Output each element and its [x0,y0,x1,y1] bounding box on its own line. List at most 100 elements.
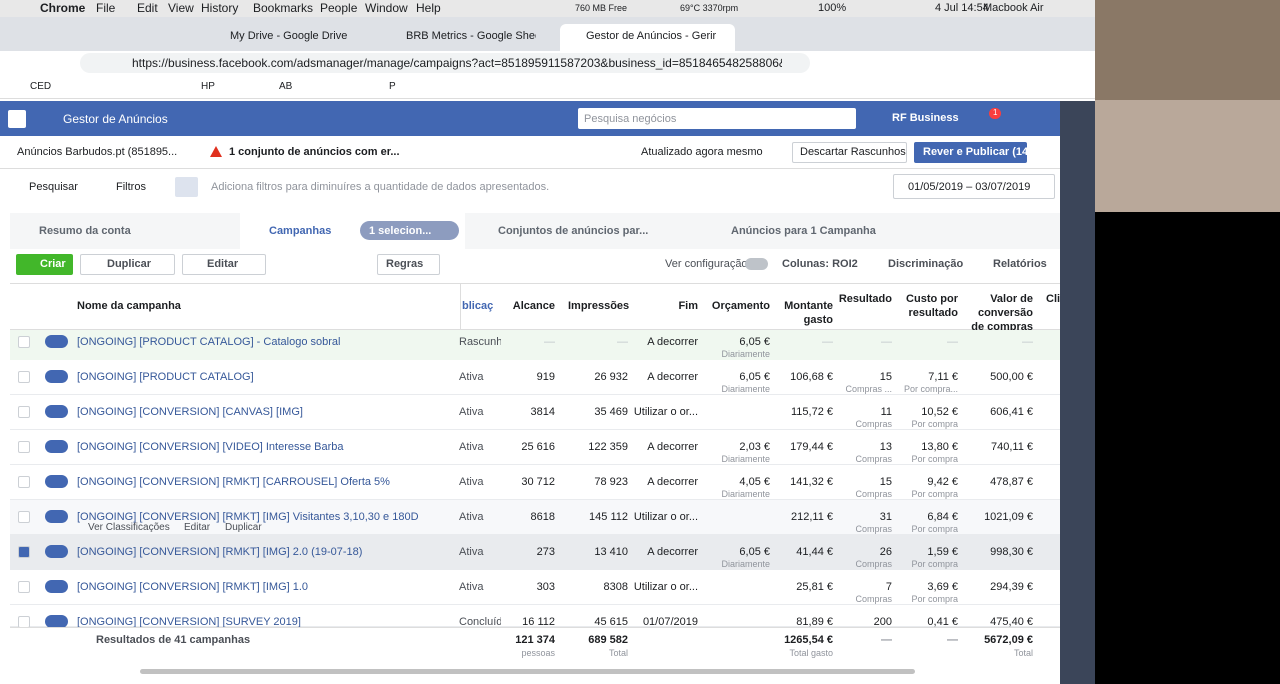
row-checkbox[interactable] [18,476,30,488]
business-name[interactable]: RF Business [892,112,959,124]
search-box[interactable] [578,108,856,129]
toggle-off[interactable] [745,258,768,270]
table-row[interactable] [10,330,1060,365]
cell-spent: 212,11 € [790,511,833,523]
cell-note: Compras [855,594,892,604]
campaign-name[interactable]: [ONGOING] [CONVERSION] [RMKT] [IMG] 1.0 [77,581,309,593]
campaign-name[interactable]: [ONGOING] [PRODUCT CATALOG] - Catalogo s… [77,336,341,348]
menu-item[interactable]: Bookmarks [253,1,314,15]
table-row[interactable] [10,360,1060,395]
table-row[interactable] [10,430,1060,465]
campaign-name[interactable]: [ONGOING] [CONVERSION] [VIDEO] Interesse… [77,441,344,453]
bookmark[interactable]: P [389,81,396,92]
menu-item[interactable]: History [201,1,239,15]
hover-action[interactable]: Ver Classificações [88,522,170,533]
selection-pill[interactable] [360,221,459,240]
row-checkbox[interactable] [18,581,30,593]
account-select[interactable]: Anúncios Barbudos.pt (851895... [17,146,178,158]
discard-btn[interactable] [792,142,907,163]
row-toggle[interactable] [45,615,68,628]
tab[interactable] [560,24,735,51]
row-toggle[interactable] [45,440,68,453]
duplicate-label: Duplicar [107,258,152,270]
menu-item[interactable]: Edit [137,1,158,15]
table-row[interactable] [10,395,1060,430]
publish-btn[interactable] [914,142,1027,163]
cell-value: 606,41 € [990,406,1033,418]
cell-spent: 141,32 € [790,476,833,488]
table-row[interactable] [10,500,1060,535]
cell-spent: 106,68 € [790,371,833,383]
menu-item[interactable]: People [320,1,358,15]
campaign-name[interactable]: [ONGOING] [PRODUCT CATALOG] [77,371,254,383]
notif-badge [989,108,1001,119]
footer-value: 5672,09 € [984,634,1033,646]
cell-result: — [881,336,892,348]
row-toggle[interactable] [45,405,68,418]
cell-reach: 273 [536,546,555,558]
filters-btn[interactable]: Filtros [116,181,146,193]
cell-cost: 0,41 € [927,616,958,628]
columns-btn[interactable]: Colunas: ROI2 [782,258,858,270]
campaign-name[interactable]: [ONGOING] [CONVERSION] [SURVEY 2019] [77,616,301,628]
nav-tab[interactable]: Anúncios para 1 Campanha [731,225,876,237]
hover-action[interactable]: Duplicar [225,522,262,533]
menu-item[interactable]: File [96,1,116,15]
table-row[interactable] [10,465,1060,500]
reports-btn[interactable]: Relatórios [993,258,1047,270]
hover-action[interactable]: Editar [184,522,211,533]
nav-tab[interactable]: Resumo da conta [39,225,131,237]
cell-cost: 1,59 € [927,546,958,558]
row-toggle[interactable] [45,370,68,383]
table-row[interactable] [10,570,1060,605]
row-toggle[interactable] [45,335,68,348]
row-checkbox[interactable] [18,371,30,383]
date-range: 01/05/2019 – 03/07/2019 [908,181,1031,193]
cell-impressions: 35 469 [594,406,628,418]
edit-btn[interactable] [182,254,266,275]
rules-btn[interactable] [377,254,440,275]
footer-label: Resultados de 41 campanhas [96,634,251,646]
row-toggle[interactable] [45,475,68,488]
table-row[interactable] [10,535,1060,570]
nav-tab[interactable]: Conjuntos de anúncios par... [498,225,649,237]
campaign-name[interactable]: [ONGOING] [CONVERSION] [RMKT] [IMG] Visi… [77,511,419,523]
bookmark[interactable]: HP [201,81,215,92]
table-row[interactable] [10,605,1060,627]
row-checkbox[interactable] [18,546,30,558]
row-checkbox[interactable] [18,406,30,418]
add-filter[interactable] [175,177,198,197]
bookmark[interactable]: AB [279,81,293,92]
create-btn[interactable] [16,254,73,275]
cell-reach: 919 [536,371,555,383]
date-btn[interactable] [893,174,1055,199]
menu-item[interactable]: Help [416,1,441,15]
row-toggle[interactable] [45,545,68,558]
row-toggle[interactable] [45,580,68,593]
status: Ativa [459,511,484,523]
menu-item[interactable]: View [168,1,194,15]
status-item: 100% [818,2,847,14]
row-checkbox[interactable] [18,511,30,523]
row-checkbox[interactable] [18,441,30,453]
cell-note: Por compra [911,489,958,499]
nav-tab[interactable]: Campanhas [269,225,332,237]
row-toggle[interactable] [45,510,68,523]
breakdown-btn[interactable]: Discriminação [888,258,964,270]
rules-label: Regras [386,258,424,270]
app-title: Gestor de Anúncios [63,112,168,126]
address-field[interactable] [80,53,810,73]
cell-note: Por compra [911,419,958,429]
col-header: Cli [1046,293,1060,305]
menu-item[interactable]: Window [365,1,408,15]
search-filter[interactable]: Pesquisar [29,181,78,193]
cell-cost: 6,84 € [927,511,958,523]
duplicate-btn[interactable] [80,254,175,275]
bookmark[interactable]: CED [30,81,52,92]
campaign-name[interactable]: [ONGOING] [CONVERSION] [RMKT] [IMG] 2.0 … [77,546,363,558]
campaign-name[interactable]: [ONGOING] [CONVERSION] [RMKT] [CARROUSEL… [77,476,390,488]
nav-tab[interactable]: 1 selecion... [369,225,432,237]
cell-impressions: 78 923 [594,476,628,488]
row-checkbox[interactable] [18,336,30,348]
campaign-name[interactable]: [ONGOING] [CONVERSION] [CANVAS] [IMG] [77,406,303,418]
